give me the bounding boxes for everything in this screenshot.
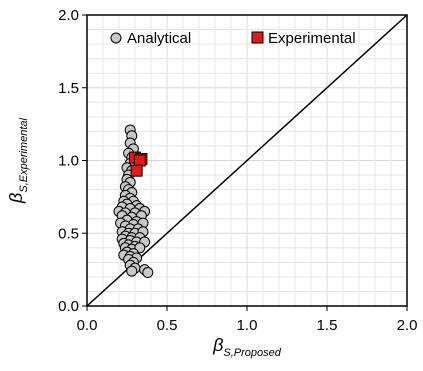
y-tick-label: 1.5 [58, 80, 79, 97]
data-point-analytical [142, 267, 154, 279]
legend-label-experimental: Experimental [268, 30, 356, 47]
x-axis-title: βS,Proposed [212, 335, 282, 359]
x-tick-label: 1.5 [317, 317, 338, 334]
y-axis-title-main: β [6, 193, 26, 204]
x-tick-label: 1.0 [237, 317, 258, 334]
x-tick-label: 0.0 [77, 317, 98, 334]
y-tick-label: 2.0 [58, 7, 79, 24]
y-tick-label: 0.0 [58, 298, 79, 315]
legend-marker-analytical [110, 32, 122, 44]
x-tick-label: 2.0 [397, 317, 418, 334]
y-tick-label: 0.5 [58, 225, 79, 242]
legend-marker-experimental [251, 31, 264, 44]
legend: Analytical Experimental [110, 30, 356, 47]
x-axis-title-sub: S,Proposed [223, 347, 281, 359]
data-point-experimental [130, 164, 143, 177]
x-tick-label: 0.5 [157, 317, 178, 334]
data-point-experimental [133, 154, 146, 167]
x-axis-title-main: β [212, 335, 223, 355]
tick-labels: 0.0 0.5 1.0 1.5 2.0 0.0 0.5 1.0 1.5 2.0 [58, 7, 417, 334]
legend-label-analytical: Analytical [127, 30, 191, 47]
data-point-analytical [126, 265, 138, 277]
y-tick-label: 1.0 [58, 153, 79, 170]
y-axis-title-sub: S,Experimental [18, 118, 30, 193]
data-points [113, 124, 154, 279]
y-axis-title: βS,Experimental [6, 118, 30, 204]
